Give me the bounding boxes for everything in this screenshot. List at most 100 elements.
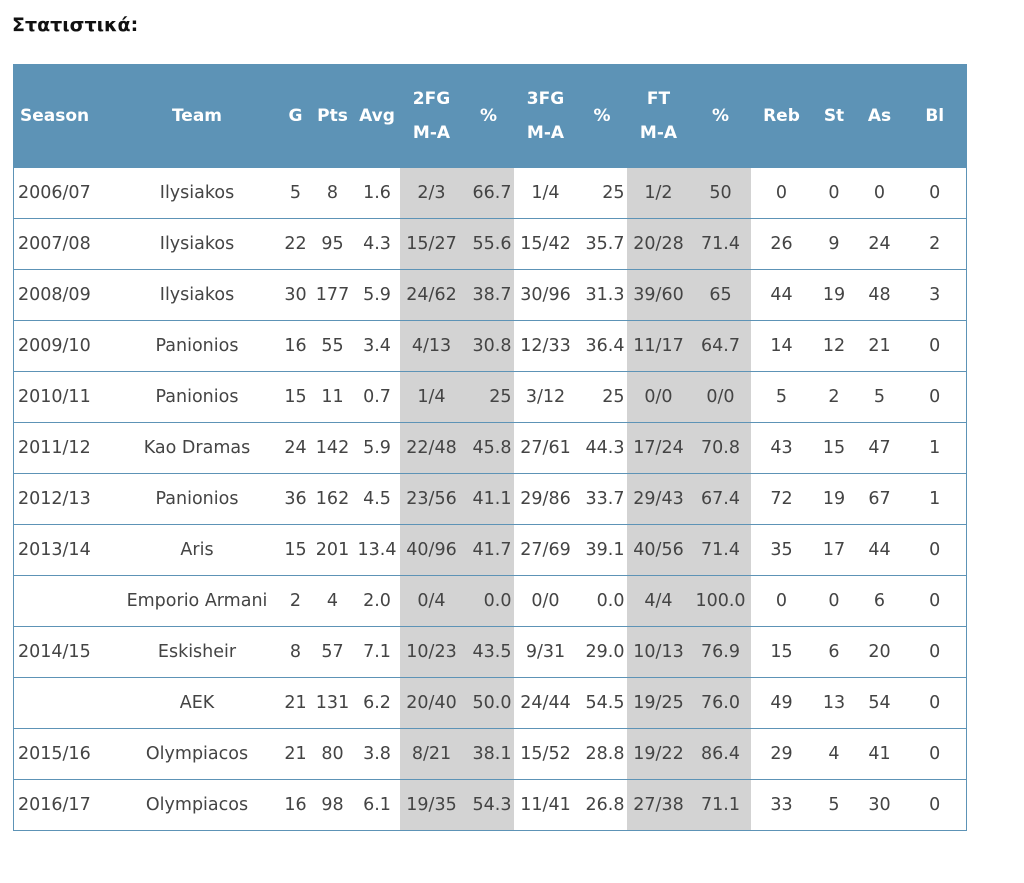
header-row: Season Team G Pts Avg 2FG M-A % 3FG M-A % … — [13, 64, 967, 168]
cell-rebounds: 0 — [750, 575, 813, 627]
table-row: 2011/12 Kao Dramas 24 142 5.9 22/48 45.8 27/61 4… — [13, 422, 967, 474]
cell-2fg: 4/13 — [399, 320, 464, 372]
cell-2fg: 40/96 — [399, 524, 464, 576]
cell-ft: 40/56 — [626, 524, 691, 576]
cell-blocks: 0 — [903, 371, 967, 423]
cell-points: 11 — [310, 371, 355, 423]
cell-points: 95 — [310, 218, 355, 270]
cell-ft: 19/22 — [626, 728, 691, 780]
header-season: Season — [13, 64, 114, 168]
cell-2fg: 15/27 — [399, 218, 464, 270]
cell-season: 2006/07 — [18, 183, 91, 203]
cell-average: 7.1 — [354, 626, 400, 678]
cell-2fg: 10/23 — [399, 626, 464, 678]
cell-blocks: 0 — [903, 779, 967, 831]
cell-average: 1.6 — [363, 183, 391, 203]
cell-average: 2.0 — [354, 575, 400, 627]
header-average: Avg — [354, 64, 400, 168]
cell-ft-pct: 65 — [690, 269, 751, 321]
cell-2fg-pct: 55.6 — [463, 218, 514, 270]
cell-points: 177 — [310, 269, 355, 321]
cell-assists: 20 — [855, 626, 904, 678]
cell-team: Aris — [113, 524, 281, 576]
cell-season — [13, 677, 114, 729]
cell-season: 2015/16 — [13, 728, 114, 780]
cell-points: 201 — [310, 524, 355, 576]
cell-season: 2013/14 — [13, 524, 114, 576]
cell-team: Olympiacos — [113, 728, 281, 780]
cell-blocks: 2 — [903, 218, 967, 270]
header-blocks: Bl — [903, 64, 967, 168]
cell-ft-pct: 67.4 — [690, 473, 751, 525]
header-team: Team — [113, 64, 281, 168]
cell-team: Olympiacos — [113, 779, 281, 831]
cell-season: 2014/15 — [13, 626, 114, 678]
cell-points: 131 — [310, 677, 355, 729]
cell-2fg-pct: 45.8 — [463, 422, 514, 474]
cell-team: Panionios — [113, 371, 281, 423]
cell-season: 2010/11 — [13, 371, 114, 423]
cell-2fg: 23/56 — [399, 473, 464, 525]
cell-ft-pct: 50 — [690, 168, 751, 219]
cell-ft-pct: 0/0 — [690, 371, 751, 423]
cell-steals: 17 — [812, 524, 856, 576]
cell-steals: 4 — [812, 728, 856, 780]
cell-steals: 5 — [812, 779, 856, 831]
cell-assists: 5 — [855, 371, 904, 423]
cell-ft-pct: 64.7 — [690, 320, 751, 372]
cell-steals: 15 — [812, 422, 856, 474]
cell-ft-pct: 70.8 — [690, 422, 751, 474]
cell-2fg: 22/48 — [399, 422, 464, 474]
table-row: AEK 21 131 6.2 20/40 50.0 24/44 54.5 19/25 76.0 49… — [13, 677, 967, 729]
header-2fg: 2FG M-A — [399, 64, 464, 168]
table-row: 2012/13 Panionios 36 162 4.5 23/56 41.1 29/86 33… — [13, 473, 967, 525]
table-row: 2009/10 Panionios 16 55 3.4 4/13 30.8 12/33 36.4… — [13, 320, 967, 372]
cell-2fg: 20/40 — [399, 677, 464, 729]
cell-3fg-pct: 31.3 — [577, 269, 627, 321]
cell-season: 2012/13 — [13, 473, 114, 525]
cell-average: 5.9 — [354, 269, 400, 321]
table-row: 2014/15 Eskisheir 8 57 7.1 10/23 43.5 9/31 29.0 1… — [13, 626, 967, 678]
cell-assists: 0 — [873, 183, 886, 203]
cell-average: 3.4 — [354, 320, 400, 372]
cell-assists: 41 — [855, 728, 904, 780]
cell-rebounds: 15 — [750, 626, 813, 678]
cell-2fg: 8/21 — [399, 728, 464, 780]
table-row: Emporio Armani 2 4 2.0 0/4 0.0 0/0 0.0 4/4 100.0 0… — [13, 575, 967, 627]
cell-games: 30 — [280, 269, 311, 321]
cell-blocks: 0 — [903, 320, 967, 372]
table-row: 2013/14 Aris 15 201 13.4 40/96 41.7 27/69 39.1 40… — [13, 524, 967, 576]
cell-team: Panionios — [113, 320, 281, 372]
cell-assists: 44 — [855, 524, 904, 576]
cell-rebounds: 43 — [750, 422, 813, 474]
header-rebounds: Reb — [750, 64, 813, 168]
cell-points: 8 — [326, 183, 339, 203]
cell-rebounds: 5 — [750, 371, 813, 423]
cell-assists: 54 — [855, 677, 904, 729]
cell-3fg: 29/86 — [513, 473, 578, 525]
cell-team: AEK — [113, 677, 281, 729]
cell-rebounds: 14 — [750, 320, 813, 372]
cell-team: Eskisheir — [113, 626, 281, 678]
cell-average: 6.1 — [354, 779, 400, 831]
cell-assists: 67 — [855, 473, 904, 525]
cell-ft-pct: 76.0 — [690, 677, 751, 729]
cell-2fg: 1/4 — [399, 371, 464, 423]
cell-rebounds: 49 — [750, 677, 813, 729]
cell-season: 2011/12 — [13, 422, 114, 474]
header-3fg-pct: % — [577, 64, 627, 168]
cell-rebounds: 0 — [775, 183, 788, 203]
cell-3fg-pct: 25 — [602, 183, 625, 203]
table-row: 2008/09 Ilysiakos 30 177 5.9 24/62 38.7 30/96 31… — [13, 269, 967, 321]
cell-games: 8 — [280, 626, 311, 678]
table-row: 2007/08 Ilysiakos 22 95 4.3 15/27 55.6 15/42 35.… — [13, 218, 967, 270]
cell-3fg-pct: 44.3 — [577, 422, 627, 474]
cell-3fg: 3/12 — [513, 371, 578, 423]
cell-games: 16 — [280, 779, 311, 831]
cell-3fg-pct: 36.4 — [577, 320, 627, 372]
cell-blocks: 0 — [903, 524, 967, 576]
cell-ft: 0/0 — [626, 371, 691, 423]
cell-ft: 19/25 — [626, 677, 691, 729]
cell-games: 22 — [280, 218, 311, 270]
cell-ft-pct: 100.0 — [690, 575, 751, 627]
